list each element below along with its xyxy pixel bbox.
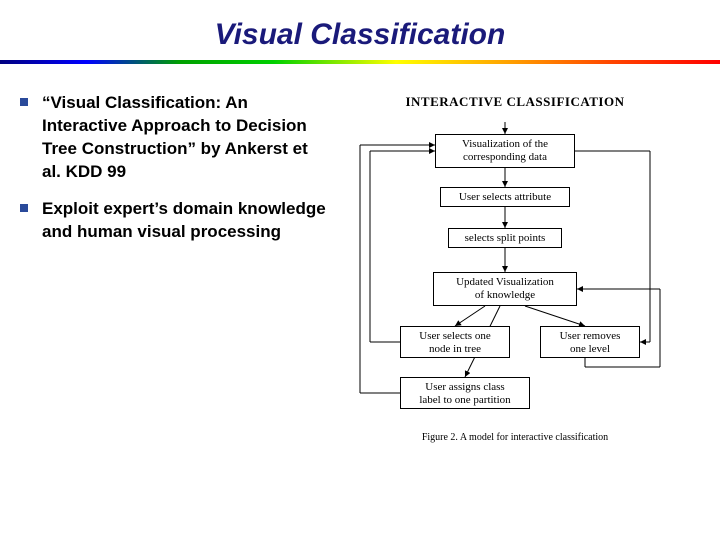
bullet-text: Exploit expert’s domain knowledge and hu…: [42, 198, 330, 244]
flowchart-node-update: Updated Visualizationof knowledge: [433, 272, 577, 306]
diagram-caption: Figure 2. A model for interactive classi…: [340, 432, 690, 443]
bullet-item: “Visual Classification: An Interactive A…: [20, 92, 330, 184]
flowchart-node-viz: Visualization of thecorresponding data: [435, 134, 575, 168]
flowchart-node-attr: User selects attribute: [440, 187, 570, 207]
flowchart-node-assign: User assigns classlabel to one partition: [400, 377, 530, 409]
bullet-text: “Visual Classification: An Interactive A…: [42, 92, 330, 184]
flowchart-node-remove: User removesone level: [540, 326, 640, 358]
bullet-item: Exploit expert’s domain knowledge and hu…: [20, 198, 330, 244]
bullet-marker-icon: [20, 204, 28, 212]
content-area: “Visual Classification: An Interactive A…: [0, 64, 720, 268]
diagram-header: INTERACTIVE CLASSIFICATION: [340, 94, 690, 110]
flowchart-node-selnode: User selects onenode in tree: [400, 326, 510, 358]
bullet-list: “Visual Classification: An Interactive A…: [20, 92, 340, 258]
slide-title: Visual Classification: [0, 0, 720, 60]
flowchart-node-split: selects split points: [448, 228, 562, 248]
bullet-marker-icon: [20, 98, 28, 106]
flowchart-diagram: INTERACTIVE CLASSIFICATION Visualization…: [340, 92, 690, 258]
